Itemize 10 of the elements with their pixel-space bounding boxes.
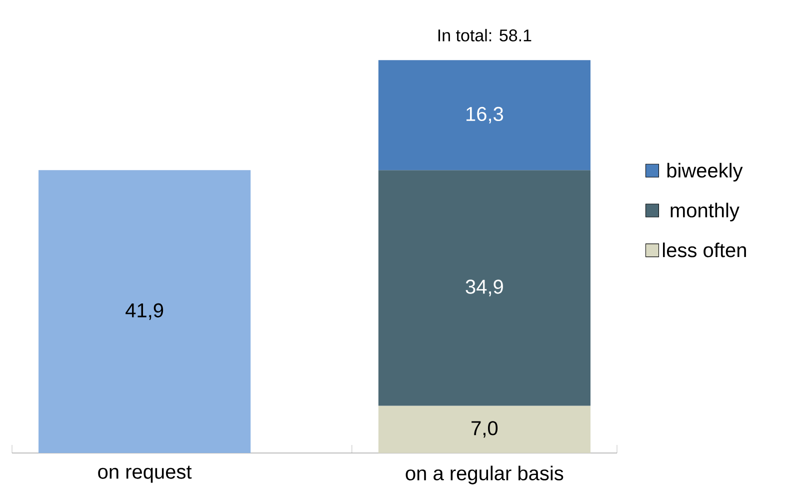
data-label: 34,9 [466,280,503,296]
data-label: 41,9 [126,303,164,320]
x-tick-label: on request [98,466,192,483]
x-tick-label: on a regular basis [406,466,564,484]
data-label: 16,3 [466,106,504,124]
legend-label: less often [663,242,746,258]
data-label: 7,0 [472,421,498,438]
total-label: In total: 58.1 [438,28,532,42]
legend-label: monthly [670,202,740,222]
legend-label: biweekly [667,162,743,182]
